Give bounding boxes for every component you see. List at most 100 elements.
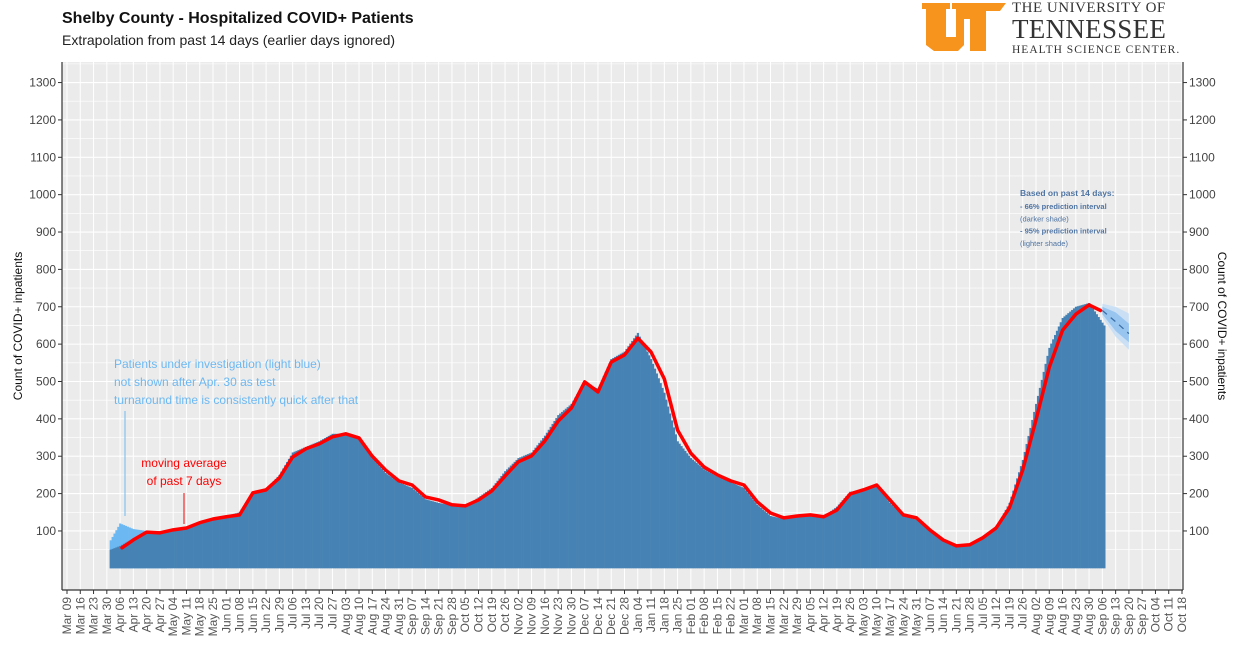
daily-bar (378, 466, 382, 569)
daily-bar (839, 502, 842, 569)
daily-bar (816, 516, 820, 569)
daily-bar (595, 387, 598, 569)
daily-bar (1014, 484, 1017, 569)
daily-bar (367, 452, 370, 569)
daily-bar (369, 455, 372, 569)
daily-bar (648, 355, 651, 569)
daily-bar (1080, 305, 1083, 569)
daily-bar (202, 520, 205, 569)
daily-bar (380, 468, 384, 569)
daily-bar (798, 515, 801, 569)
x-tick-label: Oct 11 (1162, 597, 1176, 632)
daily-bar (318, 441, 321, 569)
daily-bar (885, 497, 888, 569)
daily-bar (447, 504, 450, 569)
daily-bar (750, 497, 753, 569)
y-tick-label-right: 700 (1189, 300, 1209, 314)
daily-bar (712, 474, 715, 569)
daily-bar (1072, 308, 1076, 569)
daily-bar (706, 471, 710, 569)
daily-bar (198, 521, 201, 569)
daily-bar (670, 420, 674, 569)
daily-bar (549, 426, 552, 569)
daily-bar (1004, 509, 1007, 569)
daily-bar (913, 519, 916, 569)
daily-bar (1046, 355, 1049, 569)
daily-bar (769, 516, 772, 569)
daily-bar (708, 472, 712, 569)
daily-bar (251, 491, 255, 569)
daily-bar (574, 397, 577, 569)
daily-bar (418, 494, 421, 569)
y-tick-label-right: 300 (1189, 449, 1209, 463)
y-tick-label-left: 800 (36, 262, 56, 276)
daily-bar (631, 340, 634, 569)
x-tick-label: Mar 08 (750, 597, 764, 635)
daily-bar (974, 541, 977, 569)
daily-bar (720, 478, 723, 569)
x-tick-label: Jun 01 (219, 597, 233, 633)
daily-bar (801, 515, 804, 569)
x-tick-label: Sep 13 (1109, 597, 1123, 635)
daily-bar (788, 517, 791, 569)
daily-bar (976, 540, 979, 569)
y-tick-label-left: 1000 (29, 188, 56, 202)
daily-bar (158, 532, 162, 569)
daily-bar (414, 491, 418, 569)
x-tick-label: May 04 (166, 597, 180, 637)
daily-bar (428, 500, 431, 569)
y-tick-label-left: 1200 (29, 113, 56, 127)
daily-bar (509, 465, 512, 569)
daily-bar (936, 536, 939, 569)
x-tick-label: Jul 05 (976, 597, 990, 629)
daily-bar (361, 444, 365, 569)
x-tick-label: Mar 15 (764, 597, 778, 635)
daily-bar (966, 545, 969, 569)
x-tick-label: Jul 27 (325, 597, 339, 629)
daily-bar (356, 438, 359, 569)
daily-bar (606, 367, 609, 569)
daily-bar (862, 489, 865, 569)
daily-bar (889, 502, 892, 569)
daily-bar (949, 544, 952, 569)
moving-average-line (120, 303, 1103, 550)
daily-bar (871, 485, 875, 569)
y-tick-label-right: 1100 (1189, 150, 1215, 164)
daily-bar (268, 485, 272, 569)
daily-bar (851, 491, 854, 569)
daily-bar (109, 549, 112, 569)
daily-bar (779, 518, 782, 569)
daily-bar (600, 380, 603, 569)
daily-bar (337, 433, 340, 569)
pui-annotation-text: not shown after Apr. 30 as test (114, 375, 276, 389)
daily-bar (181, 527, 184, 569)
x-tick-label: Apr 19 (830, 597, 844, 633)
daily-bar (354, 437, 357, 569)
daily-bar (701, 467, 704, 569)
daily-bar (875, 484, 878, 569)
daily-bar (221, 516, 224, 569)
daily-bar (650, 359, 653, 569)
logo-line-1: THE UNIVERSITY OF (1012, 0, 1166, 16)
daily-bar (377, 464, 380, 569)
daily-bar (733, 483, 736, 569)
daily-bar (1023, 451, 1026, 569)
daily-bar (691, 459, 695, 569)
daily-bar (445, 504, 448, 569)
daily-bar (1074, 306, 1078, 569)
daily-bar (737, 485, 740, 569)
x-tick-label: Mar 22 (777, 597, 791, 635)
daily-bar (339, 433, 342, 569)
x-tick-label: Aug 03 (339, 597, 353, 635)
daily-bar (177, 528, 181, 569)
daily-bar (342, 433, 346, 569)
daily-bar (153, 532, 156, 569)
x-tick-label: Dec 28 (618, 597, 632, 635)
daily-bar (212, 517, 215, 569)
x-tick-label: Jul 12 (989, 597, 1003, 629)
ut-logo-icon (922, 3, 1006, 51)
x-tick-label: May 25 (206, 597, 220, 637)
daily-bar (602, 376, 605, 569)
daily-bar (348, 435, 351, 569)
daily-bar (900, 514, 903, 569)
